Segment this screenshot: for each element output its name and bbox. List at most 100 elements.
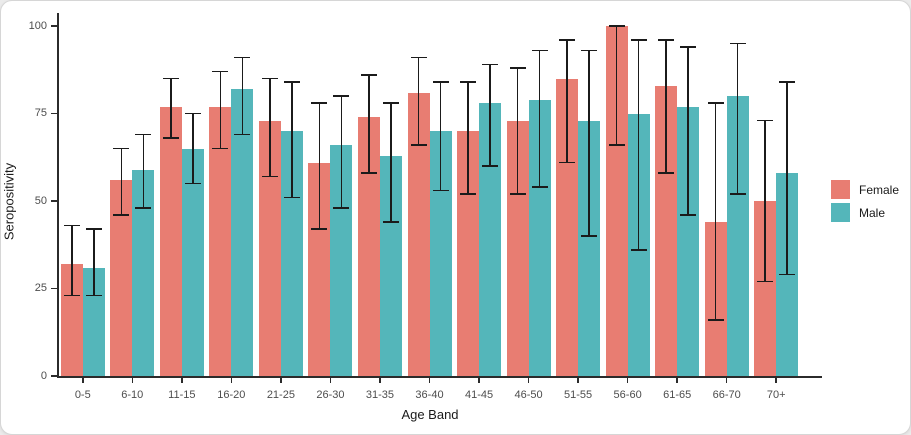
error-bar-male-26-30-line xyxy=(340,96,343,208)
error-bar-male-16-20-line xyxy=(241,57,244,135)
x-tick-label-11-15: 11-15 xyxy=(168,389,196,401)
bar-female-21-25 xyxy=(258,120,281,376)
error-bar-male-26-30-cap-bottom xyxy=(333,207,350,209)
bar-female-26-30 xyxy=(308,162,331,376)
error-bar-female-16-20-cap-top xyxy=(212,70,229,73)
error-bar-female-61-65-cap-top xyxy=(658,39,675,41)
bar-female-31-35 xyxy=(357,117,380,376)
x-tick-label-6-10: 6-10 xyxy=(121,389,144,401)
error-bar-female-56-60-cap-bottom xyxy=(608,144,625,146)
error-bar-female-70+-line xyxy=(764,120,766,282)
error-bar-female-41-45-cap-top xyxy=(460,81,477,83)
x-tick-mark-61-65 xyxy=(676,377,678,383)
error-bar-female-70+-cap-top xyxy=(757,119,774,122)
bar-male-46-50 xyxy=(528,99,551,376)
error-bar-female-26-30-cap-bottom xyxy=(311,228,328,230)
error-bar-female-16-20-cap-bottom xyxy=(212,147,229,150)
error-bar-male-6-10-cap-top xyxy=(135,133,152,136)
error-bar-female-0-5-cap-bottom xyxy=(63,294,80,297)
error-bar-female-56-60-cap-top xyxy=(608,25,625,27)
error-bar-female-46-50-line xyxy=(516,68,519,194)
x-tick-label-46-50: 46-50 xyxy=(514,389,543,401)
error-bar-female-11-15-cap-bottom xyxy=(162,137,179,139)
bar-female-0-5 xyxy=(60,264,83,376)
error-bar-male-70+-cap-bottom xyxy=(779,273,796,276)
error-bar-female-16-20-line xyxy=(219,71,222,149)
x-tick-mark-0-5 xyxy=(82,377,84,383)
x-tick-mark-70+ xyxy=(775,377,777,383)
error-bar-male-31-35-cap-top xyxy=(382,102,399,104)
x-tick-label-21-25: 21-25 xyxy=(266,389,295,401)
bar-male-6-10 xyxy=(132,169,155,376)
bar-female-6-10 xyxy=(110,180,133,376)
error-bar-male-36-40-line xyxy=(439,82,442,191)
y-tick-label-25: 25 xyxy=(34,282,47,294)
error-bar-female-26-30-line xyxy=(318,103,321,229)
bar-female-41-45 xyxy=(457,131,480,376)
x-tick-mark-46-50 xyxy=(527,377,530,383)
y-tick-mark-100 xyxy=(51,25,57,27)
error-bar-male-51-55-cap-top xyxy=(581,49,598,52)
bar-male-21-25 xyxy=(280,131,303,376)
error-bar-female-56-60-line xyxy=(615,26,618,145)
x-tick-label-36-40: 36-40 xyxy=(415,389,444,401)
error-bar-female-21-25-cap-bottom xyxy=(261,175,278,178)
error-bar-female-6-10-cap-top xyxy=(113,147,130,150)
error-bar-female-51-55-cap-top xyxy=(559,39,576,41)
error-bar-male-31-35-line xyxy=(390,103,392,222)
error-bar-female-66-70-cap-bottom xyxy=(707,319,724,321)
x-tick-mark-41-45 xyxy=(478,377,480,383)
x-tick-label-26-30: 26-30 xyxy=(316,389,345,401)
error-bar-female-61-65-cap-bottom xyxy=(658,172,675,174)
y-tick-mark-75 xyxy=(51,112,57,115)
error-bar-male-70+-line xyxy=(786,82,788,275)
legend-item-male: Male xyxy=(831,203,899,222)
error-bar-female-61-65-line xyxy=(665,40,667,173)
x-tick-label-56-60: 56-60 xyxy=(613,389,642,401)
y-tick-mark-50 xyxy=(51,200,57,202)
error-bar-female-36-40-cap-bottom xyxy=(410,144,427,146)
error-bar-male-6-10-cap-bottom xyxy=(135,207,152,209)
error-bar-male-36-40-cap-top xyxy=(432,81,449,83)
bar-male-36-40 xyxy=(429,131,452,376)
error-bar-male-21-25-cap-bottom xyxy=(283,196,300,199)
error-bar-male-26-30-cap-top xyxy=(333,95,350,97)
bar-male-66-70 xyxy=(726,96,749,376)
y-axis-line xyxy=(57,13,59,377)
error-bar-female-0-5-cap-top xyxy=(63,224,80,227)
x-tick-mark-16-20 xyxy=(230,377,233,383)
error-bar-female-51-55-line xyxy=(566,40,568,163)
x-tick-label-41-45: 41-45 xyxy=(464,389,494,401)
legend-swatch-male xyxy=(831,203,850,222)
bar-female-56-60 xyxy=(605,26,628,376)
bar-male-61-65 xyxy=(677,106,700,376)
error-bar-female-26-30-cap-top xyxy=(311,102,328,104)
error-bar-male-51-55-line xyxy=(588,50,590,236)
x-tick-label-31-35: 31-35 xyxy=(365,389,395,401)
error-bar-male-51-55-cap-bottom xyxy=(581,235,598,237)
error-bar-female-21-25-cap-top xyxy=(261,77,278,80)
error-bar-female-36-40-cap-top xyxy=(410,56,427,59)
error-bar-female-41-45-line xyxy=(467,82,469,194)
error-bar-male-66-70-cap-top xyxy=(729,42,746,45)
x-tick-mark-36-40 xyxy=(428,377,431,383)
y-tick-label-50: 50 xyxy=(34,194,47,207)
y-tick-mark-0 xyxy=(51,375,57,377)
y-tick-label-100: 100 xyxy=(28,19,47,32)
legend-label-male: Male xyxy=(859,205,886,220)
error-bar-female-11-15-cap-top xyxy=(162,77,179,80)
error-bar-female-31-35-cap-top xyxy=(360,74,377,76)
bar-female-70+ xyxy=(754,201,777,376)
error-bar-female-46-50-cap-top xyxy=(509,67,526,69)
error-bar-female-41-45-cap-bottom xyxy=(460,193,477,195)
error-bar-male-11-15-cap-top xyxy=(184,112,201,115)
x-tick-mark-31-35 xyxy=(379,377,381,383)
error-bar-female-36-40-line xyxy=(417,57,420,145)
legend-label-female: Female xyxy=(859,182,900,197)
error-bar-male-0-5-cap-bottom xyxy=(85,294,102,297)
error-bar-male-21-25-line xyxy=(291,82,293,198)
error-bar-male-0-5-cap-top xyxy=(85,228,102,230)
x-tick-label-0-5: 0-5 xyxy=(74,389,91,401)
error-bar-female-70+-cap-bottom xyxy=(757,280,774,283)
